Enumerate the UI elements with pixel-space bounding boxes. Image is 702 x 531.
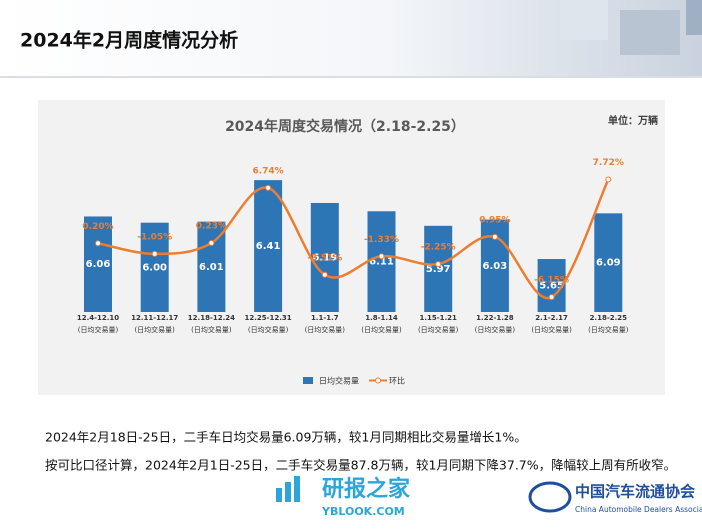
x-tick-label: 1.8-1.14: [365, 314, 398, 322]
line-point: [208, 240, 215, 247]
x-tick-label: 12.18-12.24: [188, 314, 235, 322]
x-tick-label: 1.15-1.21: [419, 314, 457, 322]
line-value-label: -6.15%: [534, 276, 569, 286]
header-deco: [620, 10, 680, 55]
x-tick-label: 12.25-12.31: [244, 314, 291, 322]
line-point: [435, 261, 442, 268]
bar: [310, 202, 339, 312]
bar-value-label: 6.19: [312, 252, 337, 263]
legend-label: 环比: [389, 376, 405, 386]
line-value-label: 0.20%: [82, 222, 113, 232]
line-value-label: 0.23%: [196, 222, 227, 232]
line: [97, 178, 610, 300]
x-tick-label: 2.18-2.25: [590, 314, 628, 322]
line-point: [548, 294, 555, 301]
x-tick-label: 2.1-2.17: [535, 314, 568, 322]
org-name-en: China Automobile Dealers Association: [575, 505, 702, 514]
brand-site: YBLOOK.COM: [321, 505, 405, 518]
line-value-label: -2.25%: [421, 243, 456, 253]
bar-value-label: 6.01: [199, 262, 224, 273]
bar-value-label: 5.97: [426, 264, 451, 275]
header-deco: [686, 0, 702, 35]
bar-value-label: 6.03: [483, 261, 508, 272]
unit-label: 单位：万辆: [608, 114, 658, 127]
x-tick-sublabel: (日均交易量): [475, 325, 516, 334]
line-point: [265, 184, 272, 191]
x-tick-sublabel: (日均交易量): [361, 325, 402, 334]
legend-swatch: [375, 377, 381, 384]
brand-name: 研报之家: [322, 476, 411, 502]
page-title: 2024年2月周度情况分析: [20, 29, 238, 52]
line-point: [321, 271, 328, 278]
bar-value-label: 6.06: [86, 259, 111, 270]
x-tick-label: 12.4-12.10: [77, 314, 119, 322]
x-tick-sublabel: (日均交易量): [248, 325, 289, 334]
bar: [594, 213, 623, 312]
org-name: 中国汽车流通协会: [575, 483, 695, 501]
bar-value-label: 6.41: [256, 241, 281, 252]
line-point: [151, 250, 158, 257]
line-point: [605, 176, 612, 183]
org-emblem: [528, 481, 572, 513]
line-point: [95, 240, 101, 247]
bar: [367, 211, 396, 312]
org-logo: 中国汽车流通协会 China Automobile Dealers Associ…: [528, 481, 702, 514]
chart-panel: [38, 100, 665, 395]
line-point: [491, 233, 498, 240]
legend-swatch: [303, 377, 313, 384]
x-tick-label: 1.1-1.7: [311, 314, 339, 322]
x-tick-sublabel: (日均交易量): [531, 325, 572, 334]
bar: [254, 180, 283, 312]
bar-value-label: 6.00: [142, 262, 167, 273]
x-tick-sublabel: (日均交易量): [134, 325, 175, 334]
x-tick-label: 12.11-12.17: [131, 314, 178, 322]
logo-bar: [294, 476, 300, 502]
x-tick-sublabel: (日均交易量): [588, 325, 629, 334]
brand-logo: 研报之家 YBLOOK.COM: [276, 476, 411, 518]
bar-value-label: 6.11: [369, 257, 394, 268]
x-tick-sublabel: (日均交易量): [305, 325, 346, 334]
line-value-label: -1.33%: [364, 235, 399, 245]
header-deco: [560, 0, 608, 40]
bar-value-label: 5.65: [539, 281, 564, 292]
bar: [84, 216, 112, 312]
line-value-label: 7.72%: [593, 158, 624, 168]
logo-bar: [285, 482, 291, 502]
line-value-label: 0.95%: [479, 215, 510, 225]
logo-bar: [276, 488, 282, 502]
line-value-label: 6.74%: [252, 166, 283, 176]
legend-label: 日均交易量: [319, 376, 359, 386]
chart-title: 2024年周度交易情况（2.18-2.25）: [225, 118, 465, 135]
x-tick-sublabel: (日均交易量): [78, 325, 119, 334]
x-tick-label: 1.22-1.28: [476, 314, 514, 322]
line-value-label: -1.05%: [137, 232, 172, 242]
bar-value-label: 6.09: [596, 258, 621, 269]
x-tick-sublabel: (日均交易量): [191, 325, 232, 334]
line-value-label: -3.51%: [307, 253, 342, 263]
header-rule: [0, 76, 702, 78]
bar: [140, 222, 169, 312]
line-point: [378, 253, 385, 260]
x-tick-sublabel: (日均交易量): [418, 325, 459, 334]
paragraph: 2024年2月18日-25日，二手车日均交易量6.09万辆，较1月同期相比交易量…: [45, 430, 527, 445]
bar: [424, 225, 453, 312]
paragraph: 按可比口径计算，2024年2月1日-25日，二手车交易量87.8万辆，较1月同期…: [45, 458, 676, 473]
